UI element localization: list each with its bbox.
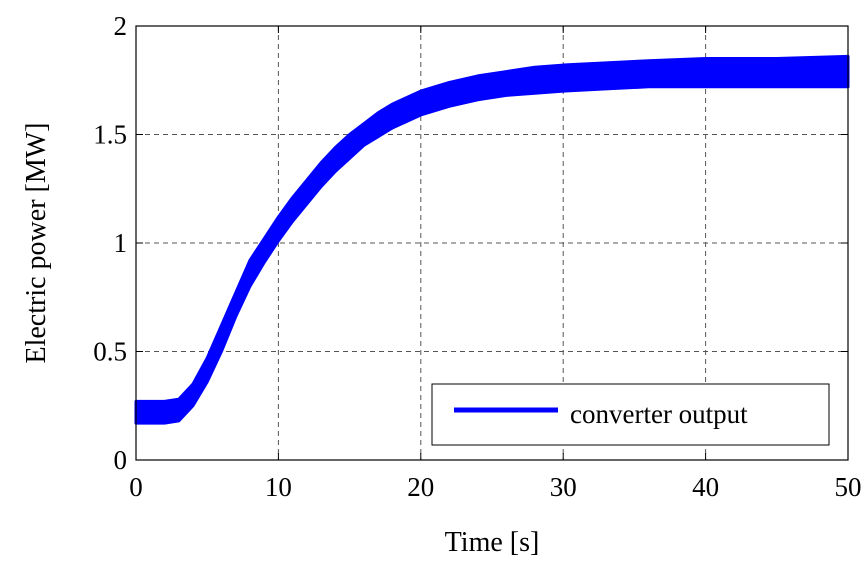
x-tick-label: 10 <box>265 472 292 502</box>
y-axis-label: Electric power [MW] <box>21 123 52 364</box>
axis-ticks: 0 10 20 30 40 50 0 0.5 1 1.5 2 <box>93 11 861 502</box>
x-tick-label: 40 <box>692 472 719 502</box>
x-axis-label: Time [s] <box>445 527 540 558</box>
x-tick-label: 30 <box>550 472 577 502</box>
legend: converter output <box>431 383 830 446</box>
y-tick-label: 2 <box>114 11 128 41</box>
legend-label: converter output <box>570 399 748 429</box>
y-tick-label: 1 <box>114 228 128 258</box>
x-tick-label: 20 <box>407 472 434 502</box>
y-tick-label: 0 <box>114 445 128 475</box>
y-tick-label: 1.5 <box>93 120 127 150</box>
x-tick-label: 50 <box>835 472 862 502</box>
legend-box <box>431 383 830 446</box>
y-tick-label: 0.5 <box>93 337 127 367</box>
x-tick-label: 0 <box>129 472 143 502</box>
